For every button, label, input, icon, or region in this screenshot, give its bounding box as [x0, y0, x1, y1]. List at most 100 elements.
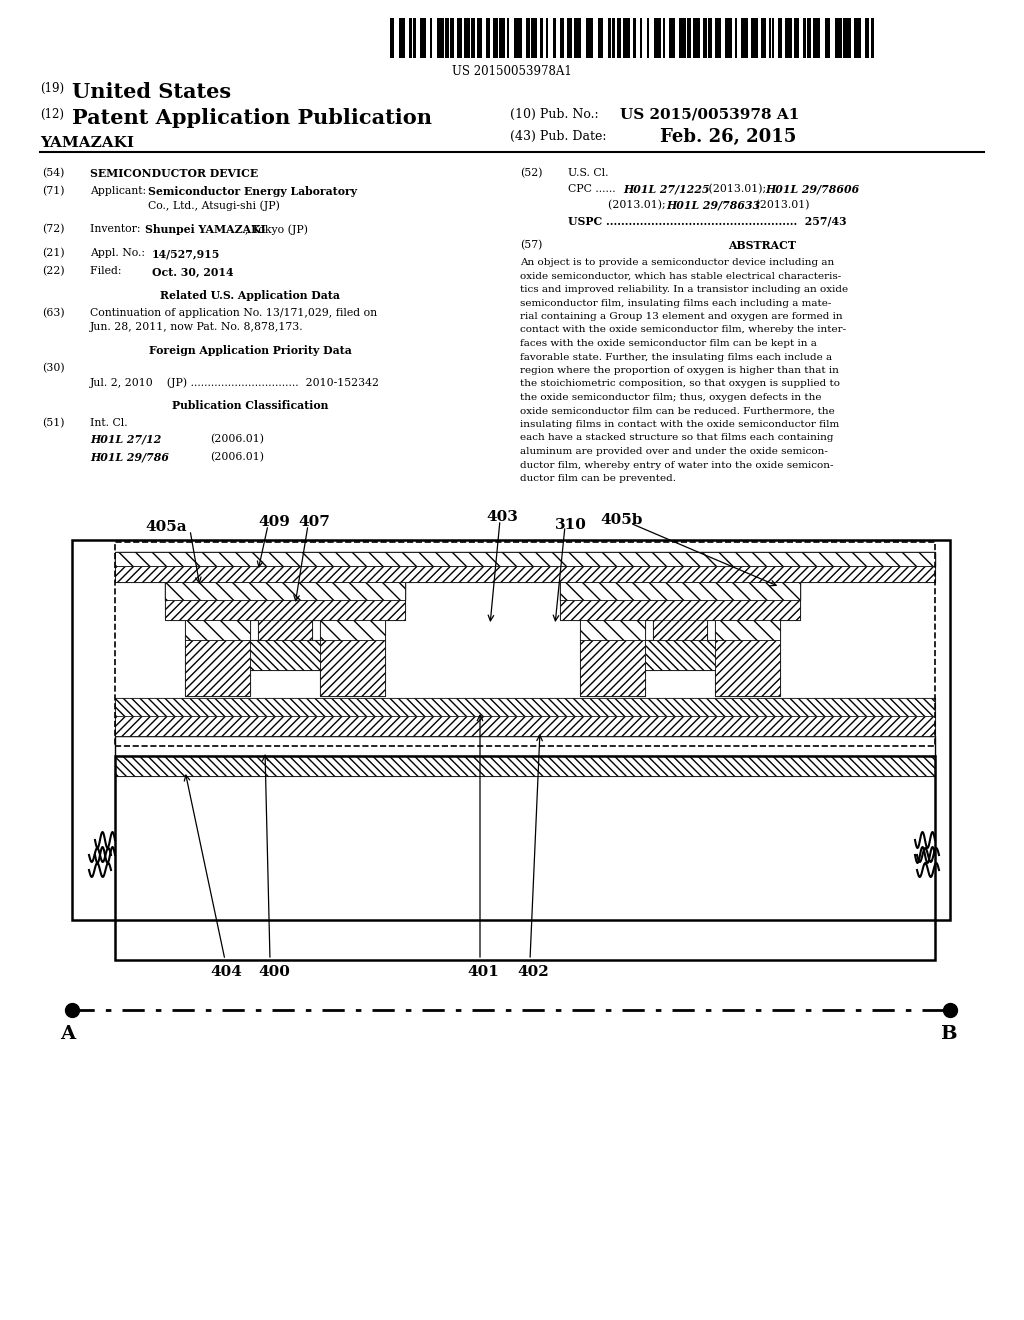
Bar [115, 756, 935, 776]
Bar [669, 18, 675, 58]
Text: (51): (51) [42, 418, 65, 428]
Text: Jun. 28, 2011, now Pat. No. 8,878,173.: Jun. 28, 2011, now Pat. No. 8,878,173. [90, 322, 304, 333]
Bar [617, 18, 622, 58]
Bar [258, 614, 312, 640]
Bar [772, 18, 774, 58]
Text: each have a stacked structure so that films each containing: each have a stacked structure so that fi… [520, 433, 834, 442]
Bar [612, 18, 614, 58]
Text: SEMICONDUCTOR DEVICE: SEMICONDUCTOR DEVICE [90, 168, 258, 180]
Text: insulating films in contact with the oxide semiconductor film: insulating films in contact with the oxi… [520, 420, 840, 429]
Text: ductor film can be prevented.: ductor film can be prevented. [520, 474, 676, 483]
Bar [399, 18, 406, 58]
Text: semiconductor film, insulating films each including a mate-: semiconductor film, insulating films eac… [520, 298, 831, 308]
Text: 400: 400 [258, 965, 290, 979]
Bar [715, 640, 780, 696]
Text: U.S. Cl.: U.S. Cl. [568, 168, 608, 178]
Bar [115, 543, 935, 746]
Bar [319, 640, 385, 696]
Bar [115, 552, 935, 566]
Bar [115, 715, 935, 737]
Text: (52): (52) [520, 168, 543, 178]
Bar [445, 18, 449, 58]
Bar [477, 18, 482, 58]
Bar [553, 18, 556, 58]
Bar [865, 18, 869, 58]
Bar [250, 640, 319, 671]
Bar [390, 18, 394, 58]
Bar [560, 601, 800, 620]
Bar [319, 620, 385, 640]
Bar [586, 18, 593, 58]
Bar [436, 18, 443, 58]
Text: H01L 27/1225: H01L 27/1225 [623, 183, 710, 195]
Bar [807, 18, 811, 58]
Text: faces with the oxide semiconductor film can be kept in a: faces with the oxide semiconductor film … [520, 339, 817, 348]
Text: tics and improved reliability. In a transistor including an oxide: tics and improved reliability. In a tran… [520, 285, 848, 294]
Text: Patent Application Publication: Patent Application Publication [72, 108, 432, 128]
Bar [560, 582, 800, 601]
Bar [493, 18, 498, 58]
Text: Jul. 2, 2010    (JP) ................................  2010-152342: Jul. 2, 2010 (JP) ......................… [90, 378, 380, 388]
Bar [115, 698, 935, 715]
Text: 310: 310 [555, 517, 587, 532]
Text: Publication Classification: Publication Classification [172, 400, 328, 411]
Bar [654, 18, 660, 58]
Text: (2013.01): (2013.01) [752, 201, 810, 210]
Text: (72): (72) [42, 224, 65, 235]
Text: (30): (30) [42, 363, 65, 374]
Bar [795, 18, 799, 58]
Text: (2006.01): (2006.01) [210, 451, 264, 462]
Bar [715, 620, 780, 640]
Text: Int. Cl.: Int. Cl. [90, 418, 128, 428]
Text: (2006.01): (2006.01) [210, 434, 264, 445]
Bar [752, 18, 758, 58]
Text: (2013.01);: (2013.01); [705, 183, 770, 194]
Bar [560, 582, 800, 601]
Bar [715, 640, 780, 696]
Text: (71): (71) [42, 186, 65, 197]
Bar [761, 18, 766, 58]
Bar [640, 18, 642, 58]
Text: Applicant:: Applicant: [90, 186, 154, 195]
Bar [566, 18, 572, 58]
Bar [645, 640, 715, 671]
Bar [507, 18, 509, 58]
Bar [735, 18, 737, 58]
Bar [824, 18, 830, 58]
Bar [546, 18, 548, 58]
Bar [645, 640, 715, 671]
Bar [608, 18, 610, 58]
Bar [769, 18, 771, 58]
Text: (12): (12) [40, 108, 63, 121]
Bar [715, 620, 780, 640]
Bar [854, 18, 861, 58]
Bar [72, 540, 950, 920]
Bar [633, 18, 637, 58]
Bar [451, 18, 455, 58]
Text: H01L 29/786: H01L 29/786 [90, 451, 169, 463]
Bar [741, 18, 748, 58]
Text: contact with the oxide semiconductor film, whereby the inter-: contact with the oxide semiconductor fil… [520, 326, 846, 334]
Bar [471, 18, 475, 58]
Bar [663, 18, 665, 58]
Text: oxide semiconductor film can be reduced. Furthermore, the: oxide semiconductor film can be reduced.… [520, 407, 835, 416]
Bar [653, 614, 707, 640]
Text: A: A [60, 1026, 75, 1043]
Text: (21): (21) [42, 248, 65, 259]
Bar [580, 640, 645, 696]
Text: H01L 27/12: H01L 27/12 [90, 434, 162, 445]
Text: Related U.S. Application Data: Related U.S. Application Data [160, 290, 340, 301]
Text: H01L 29/78633: H01L 29/78633 [666, 201, 760, 211]
Text: (2013.01);: (2013.01); [608, 201, 669, 210]
Bar [250, 640, 319, 671]
Text: aluminum are provided over and under the oxide semicon-: aluminum are provided over and under the… [520, 447, 827, 455]
Bar [319, 640, 385, 696]
Bar [165, 601, 406, 620]
Text: the stoichiometric composition, so that oxygen is supplied to: the stoichiometric composition, so that … [520, 380, 840, 388]
Text: (10) Pub. No.:: (10) Pub. No.: [510, 108, 599, 121]
Text: , Tokyo (JP): , Tokyo (JP) [245, 224, 308, 235]
Bar [115, 756, 935, 960]
Text: Inventor:: Inventor: [90, 224, 151, 234]
Bar [409, 18, 412, 58]
Text: Feb. 26, 2015: Feb. 26, 2015 [660, 128, 797, 147]
